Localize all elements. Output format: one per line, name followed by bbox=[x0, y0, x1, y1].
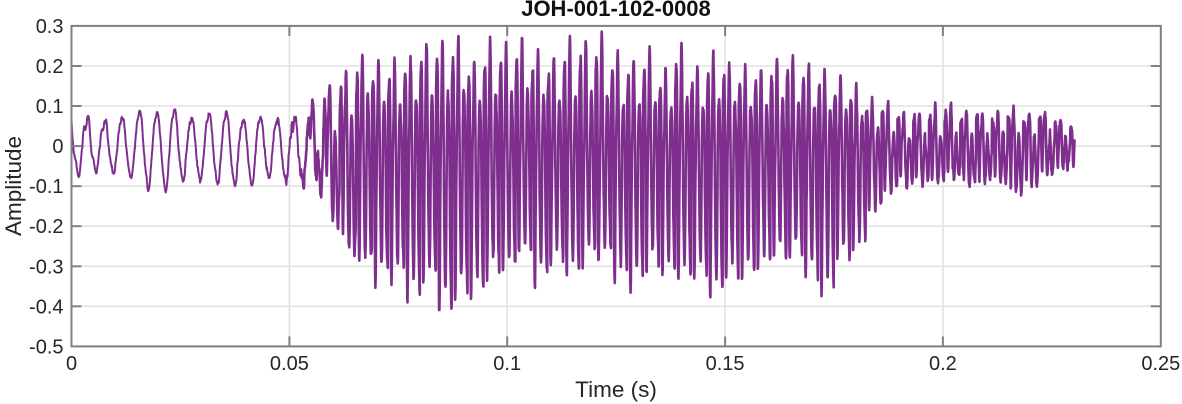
svg-text:0: 0 bbox=[52, 136, 63, 158]
svg-text:0.15: 0.15 bbox=[706, 353, 745, 375]
svg-text:0.2: 0.2 bbox=[929, 353, 957, 375]
svg-text:0.1: 0.1 bbox=[36, 96, 64, 118]
svg-text:Amplitude: Amplitude bbox=[1, 136, 26, 236]
svg-text:Time (s): Time (s) bbox=[575, 377, 657, 402]
svg-text:0: 0 bbox=[66, 353, 77, 375]
svg-text:0.1: 0.1 bbox=[493, 353, 521, 375]
svg-text:-0.4: -0.4 bbox=[29, 296, 63, 318]
svg-text:-0.3: -0.3 bbox=[29, 256, 63, 278]
svg-text:-0.5: -0.5 bbox=[29, 336, 63, 358]
svg-text:-0.2: -0.2 bbox=[29, 216, 63, 238]
svg-text:0.3: 0.3 bbox=[36, 16, 64, 38]
svg-text:0.2: 0.2 bbox=[36, 56, 64, 78]
svg-text:0.05: 0.05 bbox=[270, 353, 309, 375]
svg-text:-0.1: -0.1 bbox=[29, 176, 63, 198]
svg-text:0.25: 0.25 bbox=[1141, 353, 1180, 375]
svg-text:JOH-001-102-0008: JOH-001-102-0008 bbox=[521, 0, 711, 21]
